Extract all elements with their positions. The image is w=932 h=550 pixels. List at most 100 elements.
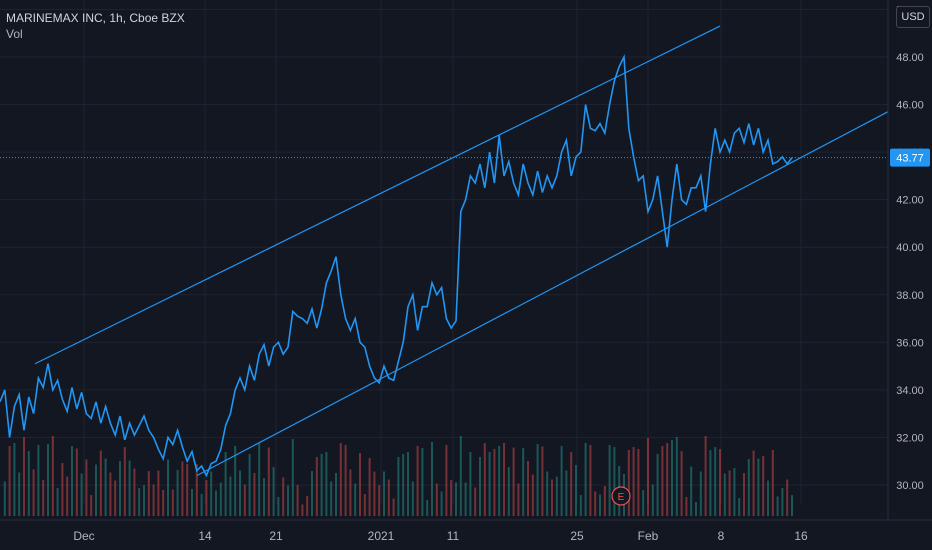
volume-bar xyxy=(291,439,294,516)
volume-bar xyxy=(421,448,424,516)
volume-bar xyxy=(536,444,539,516)
volume-bar xyxy=(51,436,54,516)
volume-bar xyxy=(776,496,779,516)
volume-bar xyxy=(3,481,6,516)
volume-bar xyxy=(133,468,136,516)
volume-bar xyxy=(507,467,510,516)
volume-bar xyxy=(498,446,501,516)
volume-bar xyxy=(546,471,549,516)
volume-bar xyxy=(671,440,673,516)
volume-bar xyxy=(579,495,582,516)
volume-bar xyxy=(704,436,707,516)
volume-bar xyxy=(272,467,275,516)
volume-bar xyxy=(56,488,59,516)
channel-upper-line xyxy=(34,25,721,365)
volume-bar xyxy=(143,485,145,516)
volume-bar xyxy=(325,452,328,516)
volume-bar xyxy=(747,459,750,516)
volume-bar xyxy=(85,459,88,516)
volume-bar xyxy=(589,445,592,516)
volume-bar xyxy=(531,474,534,516)
volume-bar xyxy=(714,447,717,516)
time-tick-label: Feb xyxy=(638,529,659,543)
volume-bar xyxy=(613,447,616,516)
time-tick-label: 25 xyxy=(570,529,584,543)
volume-bar xyxy=(781,488,784,516)
volume-bar xyxy=(243,484,246,516)
volume-bar xyxy=(90,495,93,516)
symbol-title[interactable]: MARINEMAX INC, 1h, Cboe BZX xyxy=(6,11,185,25)
chart-grid xyxy=(0,0,888,504)
price-tick-label: 36.00 xyxy=(896,337,924,349)
volume-bar xyxy=(47,444,49,516)
volume-bar xyxy=(675,437,678,516)
time-tick-label: Dec xyxy=(73,529,94,543)
price-tick-label: 40.00 xyxy=(896,242,924,254)
time-tick-label: 2021 xyxy=(368,529,395,543)
last-price-value: 43.77 xyxy=(896,153,924,165)
time-tick-label: 21 xyxy=(269,529,283,543)
volume-bar xyxy=(459,436,462,516)
volume-bar xyxy=(239,470,241,516)
volume-bar xyxy=(402,454,405,516)
volume-bar xyxy=(152,484,155,516)
price-tick-label: 30.00 xyxy=(896,480,924,492)
volume-bar xyxy=(728,470,731,516)
volume-bar xyxy=(123,447,126,516)
currency-button[interactable]: USD xyxy=(896,6,930,28)
volume-bar xyxy=(8,446,11,516)
volume-bar xyxy=(27,451,30,516)
volume-bar xyxy=(263,478,265,516)
earnings-label: E xyxy=(618,492,625,503)
volume-bar xyxy=(344,445,347,516)
volume-bar xyxy=(378,485,381,516)
time-tick-label: 14 xyxy=(198,529,212,543)
volume-bar xyxy=(138,488,141,516)
volume-bar xyxy=(320,454,323,516)
volume-bar xyxy=(522,448,525,516)
volume-bar xyxy=(330,481,333,516)
volume-bar xyxy=(80,473,83,516)
time-tick-label: 8 xyxy=(718,529,725,543)
volume-bar xyxy=(527,461,529,516)
volume-bar xyxy=(483,443,486,516)
volume-bar xyxy=(733,468,736,516)
volume-bar xyxy=(234,446,237,516)
volume-bar xyxy=(23,437,25,516)
volume-bar xyxy=(32,469,35,516)
volume-bar xyxy=(349,469,352,516)
volume-bar xyxy=(147,471,150,516)
volume-indicator-label[interactable]: Vol xyxy=(6,27,23,41)
volume-bar xyxy=(66,476,69,516)
volume-bar xyxy=(407,452,409,516)
volume-bar xyxy=(651,484,654,516)
volume-bar xyxy=(469,452,472,516)
volume-bar xyxy=(224,452,227,516)
volume-bar xyxy=(450,480,453,516)
volume-bar xyxy=(474,487,477,516)
volume-bar xyxy=(551,479,553,516)
volume-bar xyxy=(791,495,793,516)
volume-bar xyxy=(13,443,16,516)
volume-bar xyxy=(167,459,169,516)
price-tick-label: 42.00 xyxy=(896,195,924,207)
volume-bar xyxy=(752,450,755,516)
volume-bar xyxy=(37,445,40,516)
volume-bar xyxy=(176,470,179,516)
time-tick-label: 16 xyxy=(794,529,808,543)
volume-bar xyxy=(464,482,467,516)
volume-bar xyxy=(219,482,222,516)
volume-bar xyxy=(416,446,419,516)
volume-bar xyxy=(767,480,769,516)
volume-bar xyxy=(685,497,688,516)
volume-bar xyxy=(205,480,208,516)
volume-bar xyxy=(267,447,270,516)
volume-bar xyxy=(99,450,102,516)
volume-bar xyxy=(627,450,630,516)
volume-bar xyxy=(440,491,443,516)
volume-bar xyxy=(695,502,697,516)
volume-bar xyxy=(277,497,280,516)
volume-bar xyxy=(560,446,563,516)
volume-bar xyxy=(392,498,395,516)
